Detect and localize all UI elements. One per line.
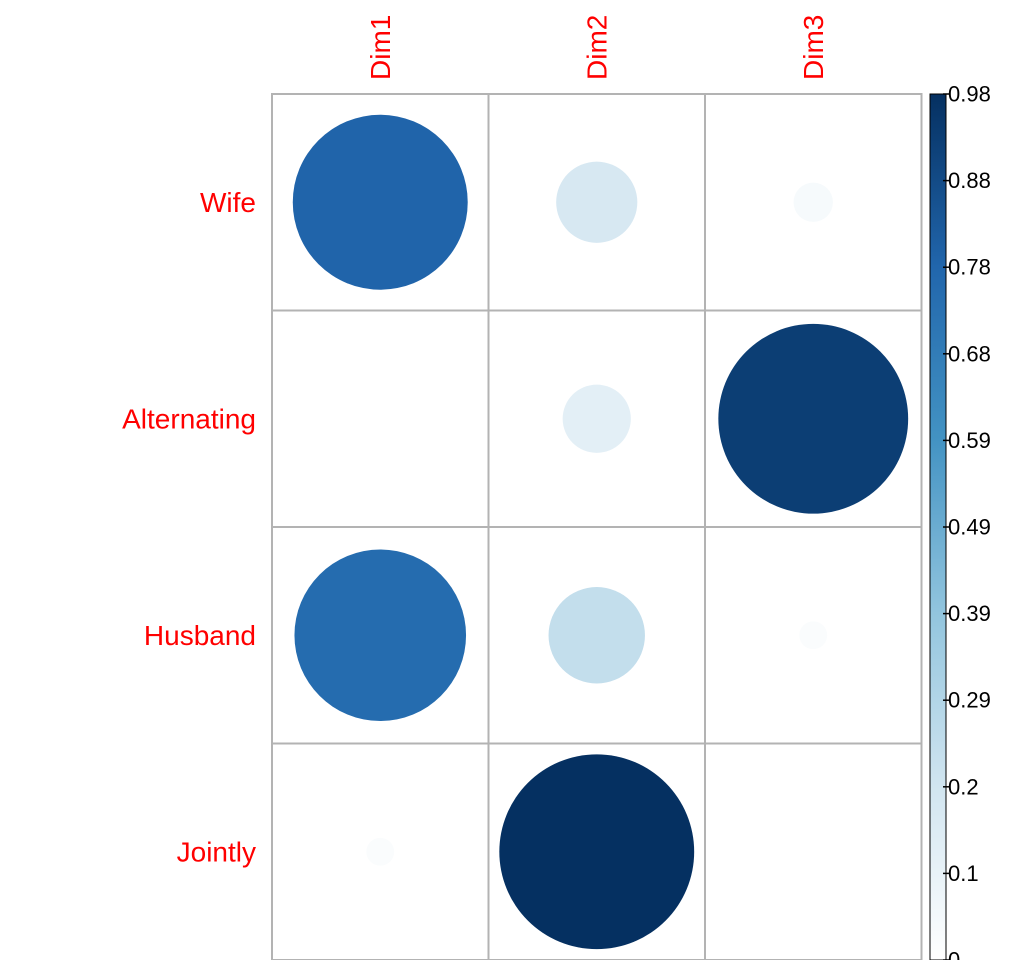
colorbar-tick-label: 0.98 [948,82,991,107]
value-circle [718,323,909,514]
colorbar-tick-label: 0.1 [948,861,979,886]
value-circle [793,182,833,222]
colorbar-tick-label: 0.59 [948,428,991,453]
row-label: Husband [144,620,256,651]
colorbar-tick-label: 0.39 [948,601,991,626]
column-label: Dim3 [798,15,829,80]
value-circle [556,161,638,243]
colorbar-tick-label: 0.68 [948,341,991,366]
column-labels: Dim1 Dim2 Dim3 [365,15,829,80]
grid-cell [271,309,490,528]
value-circle [548,587,645,684]
column-label: Dim1 [365,15,396,80]
circle-layer [292,114,909,950]
value-circle [799,621,828,650]
colorbar-tick-label: 0.2 [948,774,979,799]
row-label: Jointly [177,836,256,867]
colorbar: 0.98 0.88 0.78 0.68 0.59 0.49 0.39 0.29 0.2 0.1 0 [929,82,991,960]
value-circle [292,114,468,290]
row-labels: Wife Alternating Husband Jointly [122,187,256,868]
colorbar-tick-label: 0.78 [948,255,991,280]
value-circle [562,384,631,453]
value-circle [294,549,467,722]
colorbar-tick-label: 0 [948,948,960,960]
value-circle [366,837,395,866]
column-label: Dim2 [581,15,612,80]
grid-cell [704,742,923,960]
colorbar-tick-label: 0.88 [948,168,991,193]
colorbar-tick-label: 0.29 [948,688,991,713]
row-label: Wife [200,187,256,218]
row-label: Alternating [122,403,256,434]
colorbar-tick-label: 0.49 [948,515,991,540]
value-circle [499,754,695,950]
